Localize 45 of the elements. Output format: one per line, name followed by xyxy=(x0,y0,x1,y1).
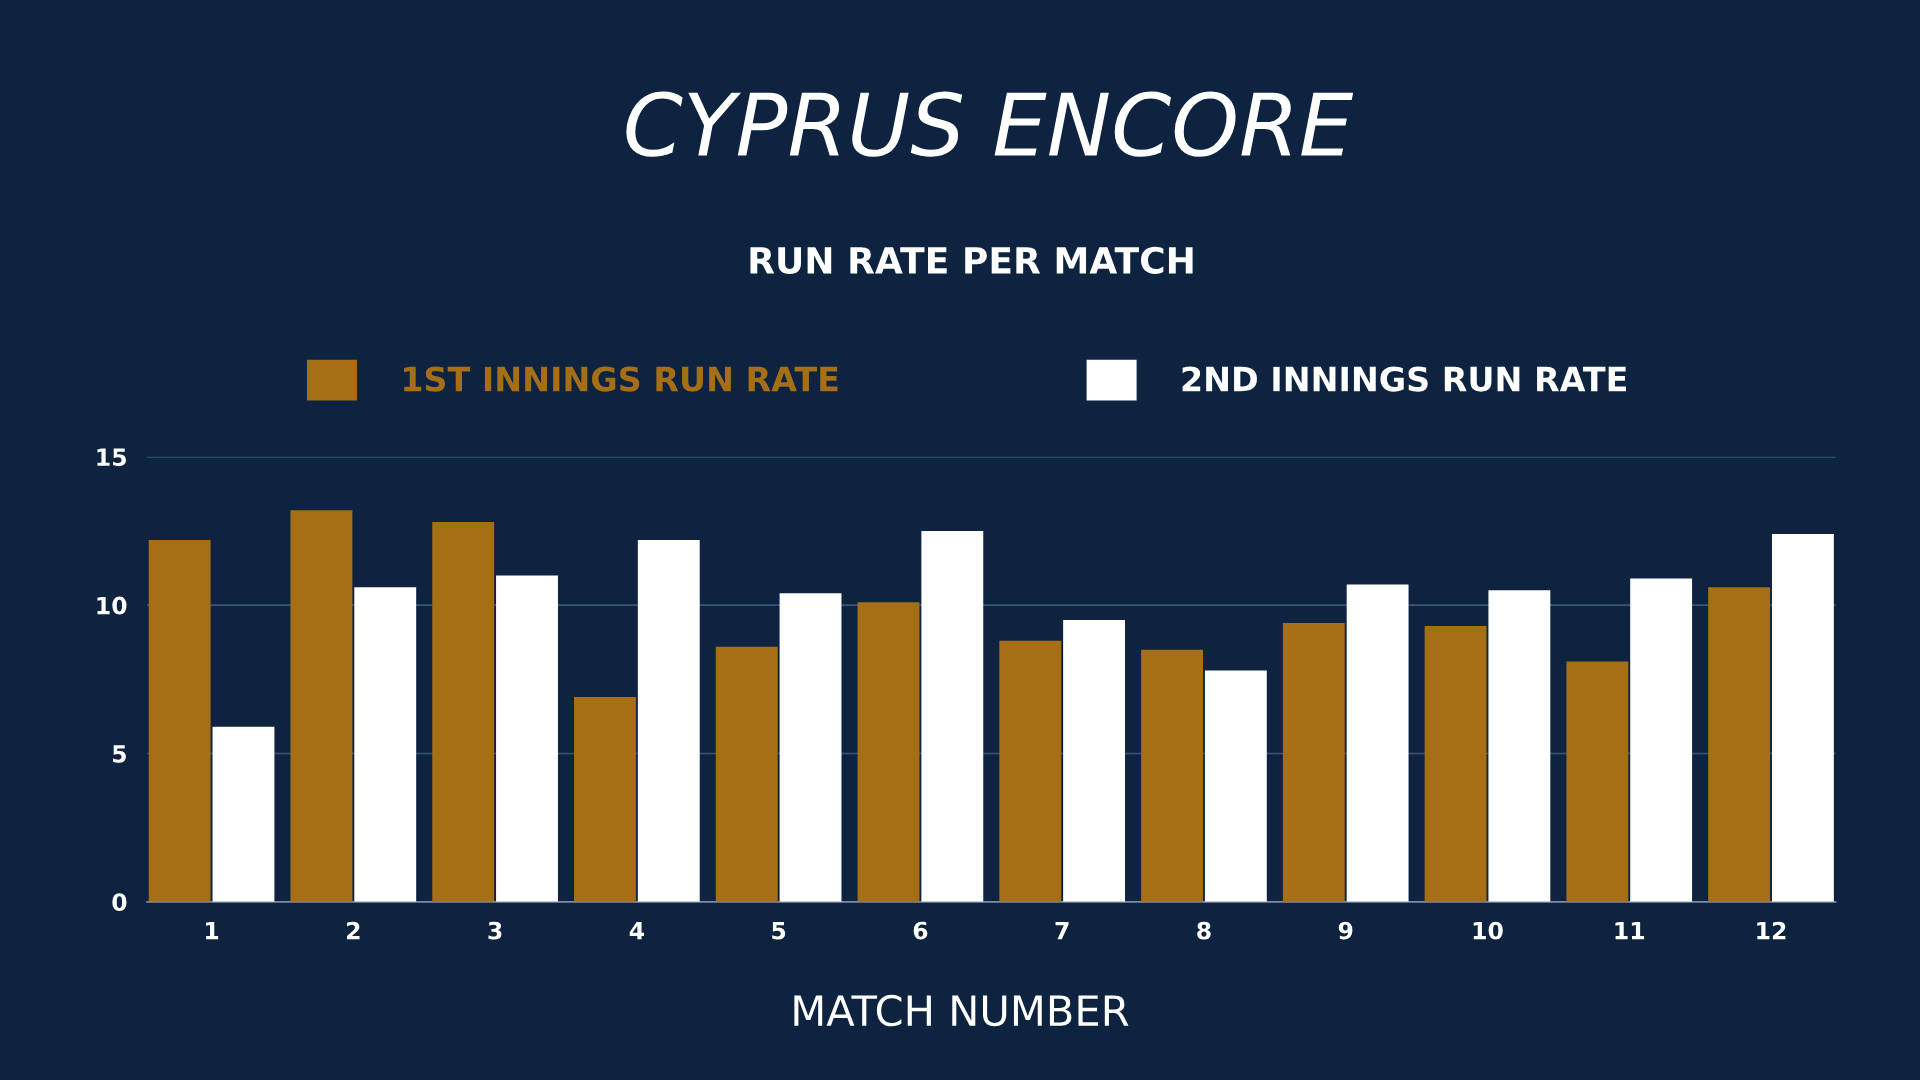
bar xyxy=(1708,587,1771,902)
x-tick-label: 7 xyxy=(1055,921,1069,940)
x-tick-label: 12 xyxy=(1757,921,1786,940)
x-tick-label: 3 xyxy=(488,921,502,940)
bar xyxy=(432,522,495,902)
y-tick-label: 5 xyxy=(113,745,126,763)
bar xyxy=(1063,619,1126,902)
x-tick-label: 5 xyxy=(772,921,786,940)
bar xyxy=(354,587,417,902)
x-tick-label: 8 xyxy=(1197,921,1211,940)
x-tick-label: 2 xyxy=(347,921,360,940)
x-tick-label: 9 xyxy=(1338,921,1353,940)
y-tick-label: 15 xyxy=(97,448,126,467)
chart-title: CYPRUS ENCORE xyxy=(626,91,1354,157)
chart-subtitle: RUN RATE PER MATCH xyxy=(750,246,1193,274)
bar xyxy=(212,726,275,902)
bar xyxy=(1346,584,1409,902)
bar xyxy=(637,539,700,902)
bar xyxy=(1141,649,1203,902)
x-tick-label: 4 xyxy=(629,921,645,940)
bar xyxy=(1282,622,1345,902)
x-tick-label: 10 xyxy=(1473,921,1503,940)
bar xyxy=(290,510,353,902)
bar xyxy=(1566,661,1629,902)
bar xyxy=(921,531,984,902)
x-tick-label: 1 xyxy=(206,921,219,940)
bar xyxy=(857,602,920,902)
x-tick-label: 11 xyxy=(1615,921,1645,940)
bar xyxy=(574,697,636,902)
y-tick-label: 10 xyxy=(97,596,127,615)
bar xyxy=(496,575,558,902)
bar xyxy=(999,640,1062,902)
bar xyxy=(1771,533,1834,902)
bar xyxy=(715,646,778,902)
y-tick-label: 0 xyxy=(112,893,127,912)
bar xyxy=(1204,670,1267,902)
bar xyxy=(1424,625,1487,902)
bar xyxy=(1488,590,1551,902)
legend-label: 1ST INNINGS RUN RATE xyxy=(404,366,838,392)
bar xyxy=(779,593,842,902)
bar xyxy=(1630,578,1693,902)
x-axis-title: MATCH NUMBER xyxy=(794,994,1129,1027)
legend-label: 2ND INNINGS RUN RATE xyxy=(1182,366,1626,392)
x-tick-label: 6 xyxy=(913,921,928,940)
bar xyxy=(148,539,211,902)
